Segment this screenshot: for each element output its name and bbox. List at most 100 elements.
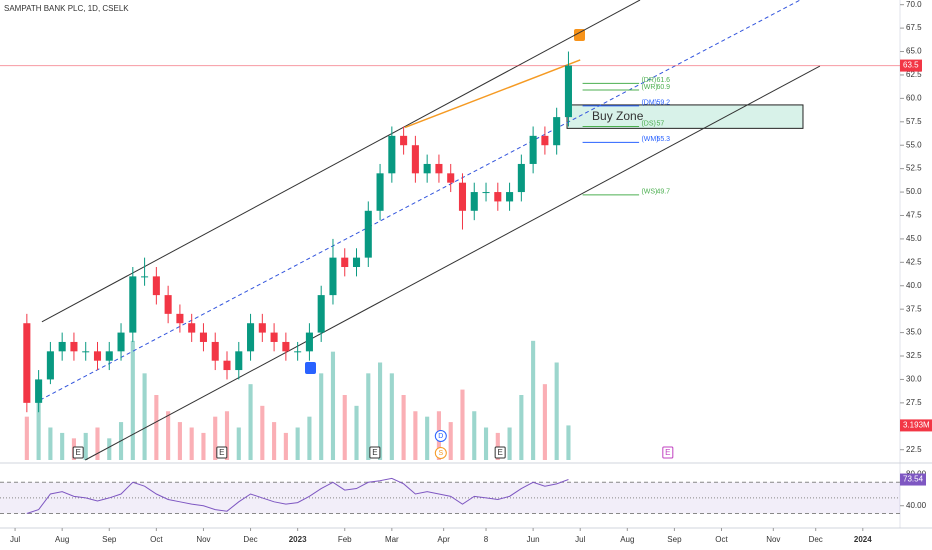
- event-label: E: [665, 448, 670, 457]
- candle-body: [282, 341, 290, 352]
- candle-body: [482, 192, 490, 194]
- candle-body: [447, 173, 455, 183]
- candle-body: [235, 351, 243, 371]
- volume-bar: [189, 427, 194, 460]
- x-tick-label: Sep: [667, 535, 682, 544]
- y-tick-label: 35.0: [906, 328, 922, 337]
- chart-title: SAMPATH BANK PLC, 1D, CSELK: [4, 4, 129, 13]
- level-value: 59.2: [656, 100, 670, 107]
- candle-body: [176, 313, 184, 324]
- candle-body: [494, 192, 502, 202]
- rsi-last-box: [900, 473, 926, 486]
- candle-body: [411, 145, 419, 174]
- x-tick-label: Aug: [55, 535, 69, 544]
- y-tick-label: 57.5: [906, 117, 922, 126]
- x-tick-label: 2023: [289, 535, 307, 544]
- volume-bar: [60, 432, 65, 460]
- level-value: 60.9: [656, 84, 670, 91]
- candle-body: [199, 332, 207, 342]
- y-tick-label: 65.0: [906, 47, 922, 56]
- y-tick-label: 27.5: [906, 398, 922, 407]
- x-tick-label: Nov: [196, 535, 210, 544]
- volume-bar: [83, 432, 88, 460]
- y-tick-label: 32.5: [906, 351, 922, 360]
- volume-bar: [472, 411, 477, 460]
- x-tick-label: Dec: [809, 535, 823, 544]
- candle-body: [35, 379, 43, 403]
- candle-body: [294, 351, 302, 353]
- trendline: [404, 59, 581, 129]
- volume-bar: [166, 411, 171, 460]
- x-tick-label: Nov: [766, 535, 780, 544]
- level-name: (WM): [641, 136, 658, 143]
- volume-bar: [448, 422, 453, 460]
- volume-bar: [366, 373, 371, 460]
- volume-bar: [283, 432, 288, 460]
- dividend-marker: [434, 430, 447, 442]
- y-tick-label: 37.5: [906, 304, 922, 313]
- event-marker: [72, 446, 84, 459]
- level-value: 55.3: [656, 136, 670, 143]
- volume-bar: [307, 416, 312, 460]
- volume-bar: [260, 405, 265, 460]
- y-tick-label: 47.5: [906, 211, 922, 220]
- volume-bar: [425, 416, 430, 460]
- candle-body: [70, 341, 78, 352]
- volume-bar: [201, 432, 206, 460]
- candle-body: [364, 210, 372, 258]
- trendline: [85, 65, 821, 461]
- x-tick-label: Sep: [102, 535, 117, 544]
- level-name: (DR): [641, 77, 656, 84]
- event-label: E: [76, 448, 81, 457]
- volume-bar: [554, 362, 559, 460]
- candle-body: [435, 163, 443, 174]
- volume-bar: [142, 373, 147, 460]
- volume-bar: [531, 340, 536, 460]
- rsi-line: [26, 477, 569, 515]
- y-tick-label: 55.0: [906, 140, 922, 149]
- candle-body: [129, 276, 137, 333]
- candle-body: [341, 257, 349, 268]
- signal-flag: [305, 362, 316, 374]
- rsi-last-label: 73.54: [903, 475, 924, 484]
- last-price-label: 63.5: [903, 61, 919, 70]
- volume-bar: [24, 416, 29, 460]
- y-tick-label: 45.0: [906, 234, 922, 243]
- volume-bar: [224, 411, 230, 460]
- x-tick-label: Jul: [10, 535, 20, 544]
- last-price-box: [900, 59, 922, 72]
- candle-body: [82, 351, 90, 353]
- x-tick-label: Mar: [385, 535, 399, 544]
- volume-bar: [295, 427, 300, 460]
- x-tick-label: 2024: [854, 535, 872, 544]
- volume-bar: [107, 438, 112, 460]
- y-tick-label: 42.5: [906, 257, 922, 266]
- level-value: 49.7: [656, 189, 670, 196]
- candle-body: [117, 332, 125, 352]
- level-value: 61.6: [656, 77, 670, 84]
- candle-body: [400, 135, 408, 146]
- x-tick-label: Apr: [437, 535, 450, 544]
- volume-bar: [566, 425, 571, 460]
- candle-body: [376, 173, 384, 211]
- candle-body: [423, 163, 431, 174]
- x-tick-label: Jul: [575, 535, 585, 544]
- x-tick-label: Oct: [715, 535, 728, 544]
- x-tick-label: Feb: [338, 535, 352, 544]
- volume-bar: [130, 340, 135, 460]
- signal-flag: [574, 29, 585, 41]
- volume-bar: [330, 351, 336, 460]
- level-name: (DM): [641, 100, 657, 107]
- candle-body: [470, 192, 478, 211]
- volume-bar: [248, 384, 253, 460]
- volume-bar: [519, 395, 524, 460]
- candle-body: [141, 276, 149, 278]
- candle-body: [388, 135, 396, 174]
- event-marker: [494, 446, 506, 459]
- volume-bar: [495, 432, 500, 460]
- x-tick-label: Oct: [150, 535, 163, 544]
- rsi-tick-label: 40.00: [906, 501, 927, 510]
- volume-bar: [36, 395, 41, 460]
- volume-label: 3.193M: [903, 421, 930, 430]
